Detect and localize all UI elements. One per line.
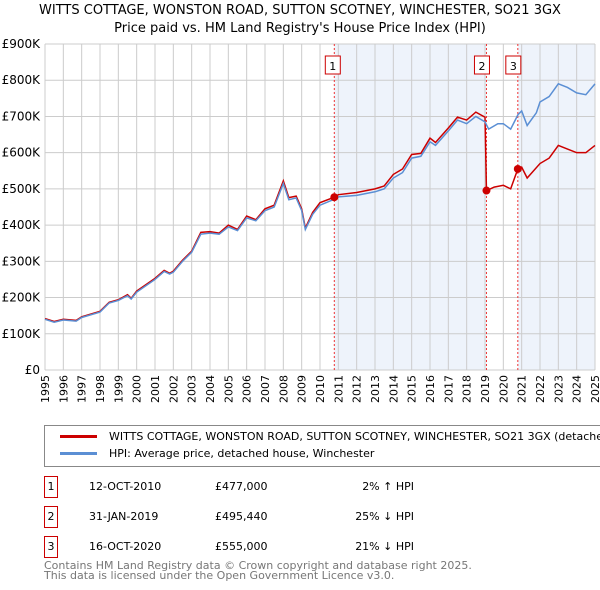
- x-tick-label: 2002: [167, 375, 180, 403]
- row-date: 16-OCT-2020: [89, 540, 162, 553]
- transaction-label: 3: [510, 60, 517, 73]
- chart-subtitle: Price paid vs. HM Land Registry's House …: [114, 21, 486, 36]
- row-price: £495,440: [215, 510, 268, 523]
- x-tick-label: 2016: [424, 375, 437, 403]
- x-tick-label: 1998: [94, 375, 107, 403]
- x-tick-label: 2015: [406, 375, 419, 403]
- x-tick-label: 2025: [589, 375, 600, 403]
- legend-red-line: [60, 435, 97, 438]
- legend-property: WITTS COTTAGE, WONSTON ROAD, SUTTON SCOT…: [109, 430, 600, 443]
- x-tick-label: 2008: [277, 375, 290, 403]
- x-tick-label: 2009: [296, 375, 309, 403]
- x-tick-label: 1995: [39, 375, 52, 403]
- row-price: £555,000: [215, 540, 268, 553]
- transaction-row: 3 16-OCT-2020 £555,000 21% ↓ HPI: [44, 536, 444, 558]
- x-tick-label: 1997: [76, 375, 89, 403]
- row-date: 31-JAN-2019: [89, 510, 159, 523]
- y-tick-label: £100K: [2, 327, 42, 341]
- transaction-row: 2 31-JAN-2019 £495,440 25% ↓ HPI: [44, 506, 444, 528]
- x-tick-label: 2021: [516, 375, 529, 403]
- row-hpi: 25% ↓ HPI: [355, 510, 414, 523]
- legend: WITTS COTTAGE, WONSTON ROAD, SUTTON SCOT…: [44, 425, 600, 467]
- y-tick-label: £900K: [2, 37, 42, 51]
- property-line: [44, 82, 596, 323]
- transaction-label-box: [473, 55, 490, 75]
- x-tick-label: 2013: [369, 375, 382, 403]
- sale-point: [482, 186, 491, 195]
- x-tick-label: 2001: [149, 375, 162, 403]
- transaction-label-box: [324, 55, 341, 75]
- x-tick-label: 2014: [387, 375, 400, 403]
- sale-point: [513, 164, 522, 173]
- row-price: £477,000: [215, 480, 268, 493]
- y-tick-label: £300K: [2, 254, 42, 268]
- x-tick-label: 2006: [241, 375, 254, 403]
- sale-point: [330, 193, 339, 202]
- y-tick-label: £400K: [2, 218, 42, 232]
- x-tick-label: 2018: [461, 375, 474, 403]
- y-tick-label: £0: [25, 363, 40, 377]
- transaction-label: 2: [478, 60, 485, 73]
- y-tick-label: £600K: [2, 146, 42, 160]
- x-tick-label: 2011: [332, 375, 345, 403]
- x-tick-label: 1996: [57, 375, 70, 403]
- footer: Contains HM Land Registry data © Crown c…: [44, 559, 472, 582]
- row-hpi: 2% ↑ HPI: [362, 480, 414, 493]
- row-number: 3: [44, 536, 58, 558]
- x-tick-label: 1999: [112, 375, 125, 403]
- y-tick-label: £700K: [2, 109, 42, 123]
- x-tick-label: 2007: [259, 375, 272, 403]
- transaction-label-box: [505, 55, 522, 75]
- transaction-row: 1 12-OCT-2010 £477,000 2% ↑ HPI: [44, 476, 444, 498]
- shaded-period: [334, 44, 487, 370]
- row-number: 2: [44, 506, 58, 528]
- x-tick-label: 2000: [131, 375, 144, 403]
- y-tick-label: £800K: [2, 73, 42, 87]
- chart-title: WITTS COTTAGE, WONSTON ROAD, SUTTON SCOT…: [39, 3, 561, 18]
- x-tick-label: 2003: [186, 375, 199, 403]
- x-tick-label: 2024: [571, 375, 584, 403]
- y-tick-label: £200K: [2, 291, 42, 305]
- transaction-label: 1: [329, 60, 336, 73]
- x-tick-label: 2005: [222, 375, 235, 403]
- row-number: 1: [44, 476, 58, 498]
- x-tick-label: 2019: [479, 375, 492, 403]
- legend-blue-line: [60, 452, 97, 455]
- x-tick-label: 2023: [552, 375, 565, 403]
- x-tick-label: 2010: [314, 375, 327, 403]
- hpi-line: [44, 111, 596, 323]
- x-tick-label: 2020: [497, 375, 510, 403]
- x-tick-label: 2017: [442, 375, 455, 403]
- legend-hpi: HPI: Average price, detached house, Winc…: [109, 447, 375, 460]
- chart-plot: 1995 1996 1997 1998 1999 2000 2001 2002 2003 2004…: [2, 37, 600, 403]
- x-tick-label: 2004: [204, 375, 217, 403]
- y-tick-label: £500K: [2, 182, 42, 196]
- x-tick-label: 2022: [534, 375, 547, 403]
- row-hpi: 21% ↓ HPI: [355, 540, 414, 553]
- x-tick-label: 2012: [351, 375, 364, 403]
- row-date: 12-OCT-2010: [89, 480, 162, 493]
- shaded-period: [517, 44, 595, 370]
